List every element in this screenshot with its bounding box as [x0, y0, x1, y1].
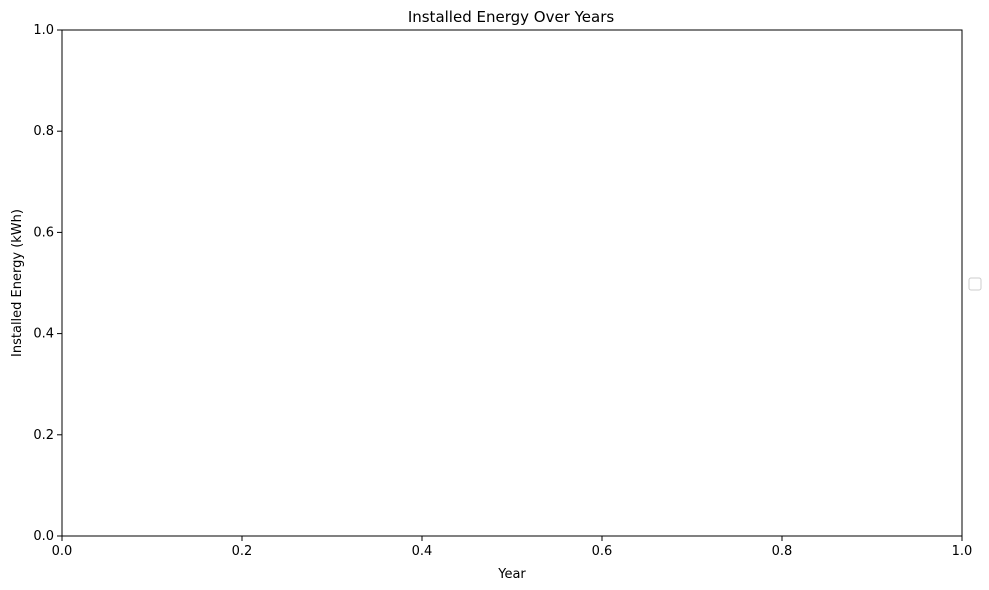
y-tick-label: 0.4	[33, 327, 54, 342]
y-axis: 0.0 0.2 0.4 0.6 0.8 1.0	[33, 23, 62, 544]
y-tick-label: 0.0	[33, 529, 54, 544]
x-tick-label: 0.6	[592, 544, 613, 559]
legend-box	[968, 277, 982, 291]
x-tick-label: 0.4	[412, 544, 433, 559]
y-tick-label: 0.6	[33, 225, 54, 240]
plot-area	[62, 30, 962, 536]
x-tick-label: 0.2	[232, 544, 253, 559]
y-tick-label: 0.2	[33, 428, 54, 443]
x-tick-label: 1.0	[952, 544, 973, 559]
y-tick-label: 1.0	[33, 23, 54, 38]
plot-frame	[61, 29, 963, 537]
x-axis: 0.0 0.2 0.4 0.6 0.8 1.0	[52, 536, 973, 559]
y-tick-label: 0.8	[33, 124, 54, 139]
y-axis-title: Installed Energy (kWh)	[10, 209, 25, 357]
x-axis-title: Year	[497, 567, 526, 582]
x-tick-label: 0.8	[772, 544, 793, 559]
chart-title: Installed Energy Over Years	[408, 8, 615, 26]
x-tick-label: 0.0	[52, 544, 73, 559]
